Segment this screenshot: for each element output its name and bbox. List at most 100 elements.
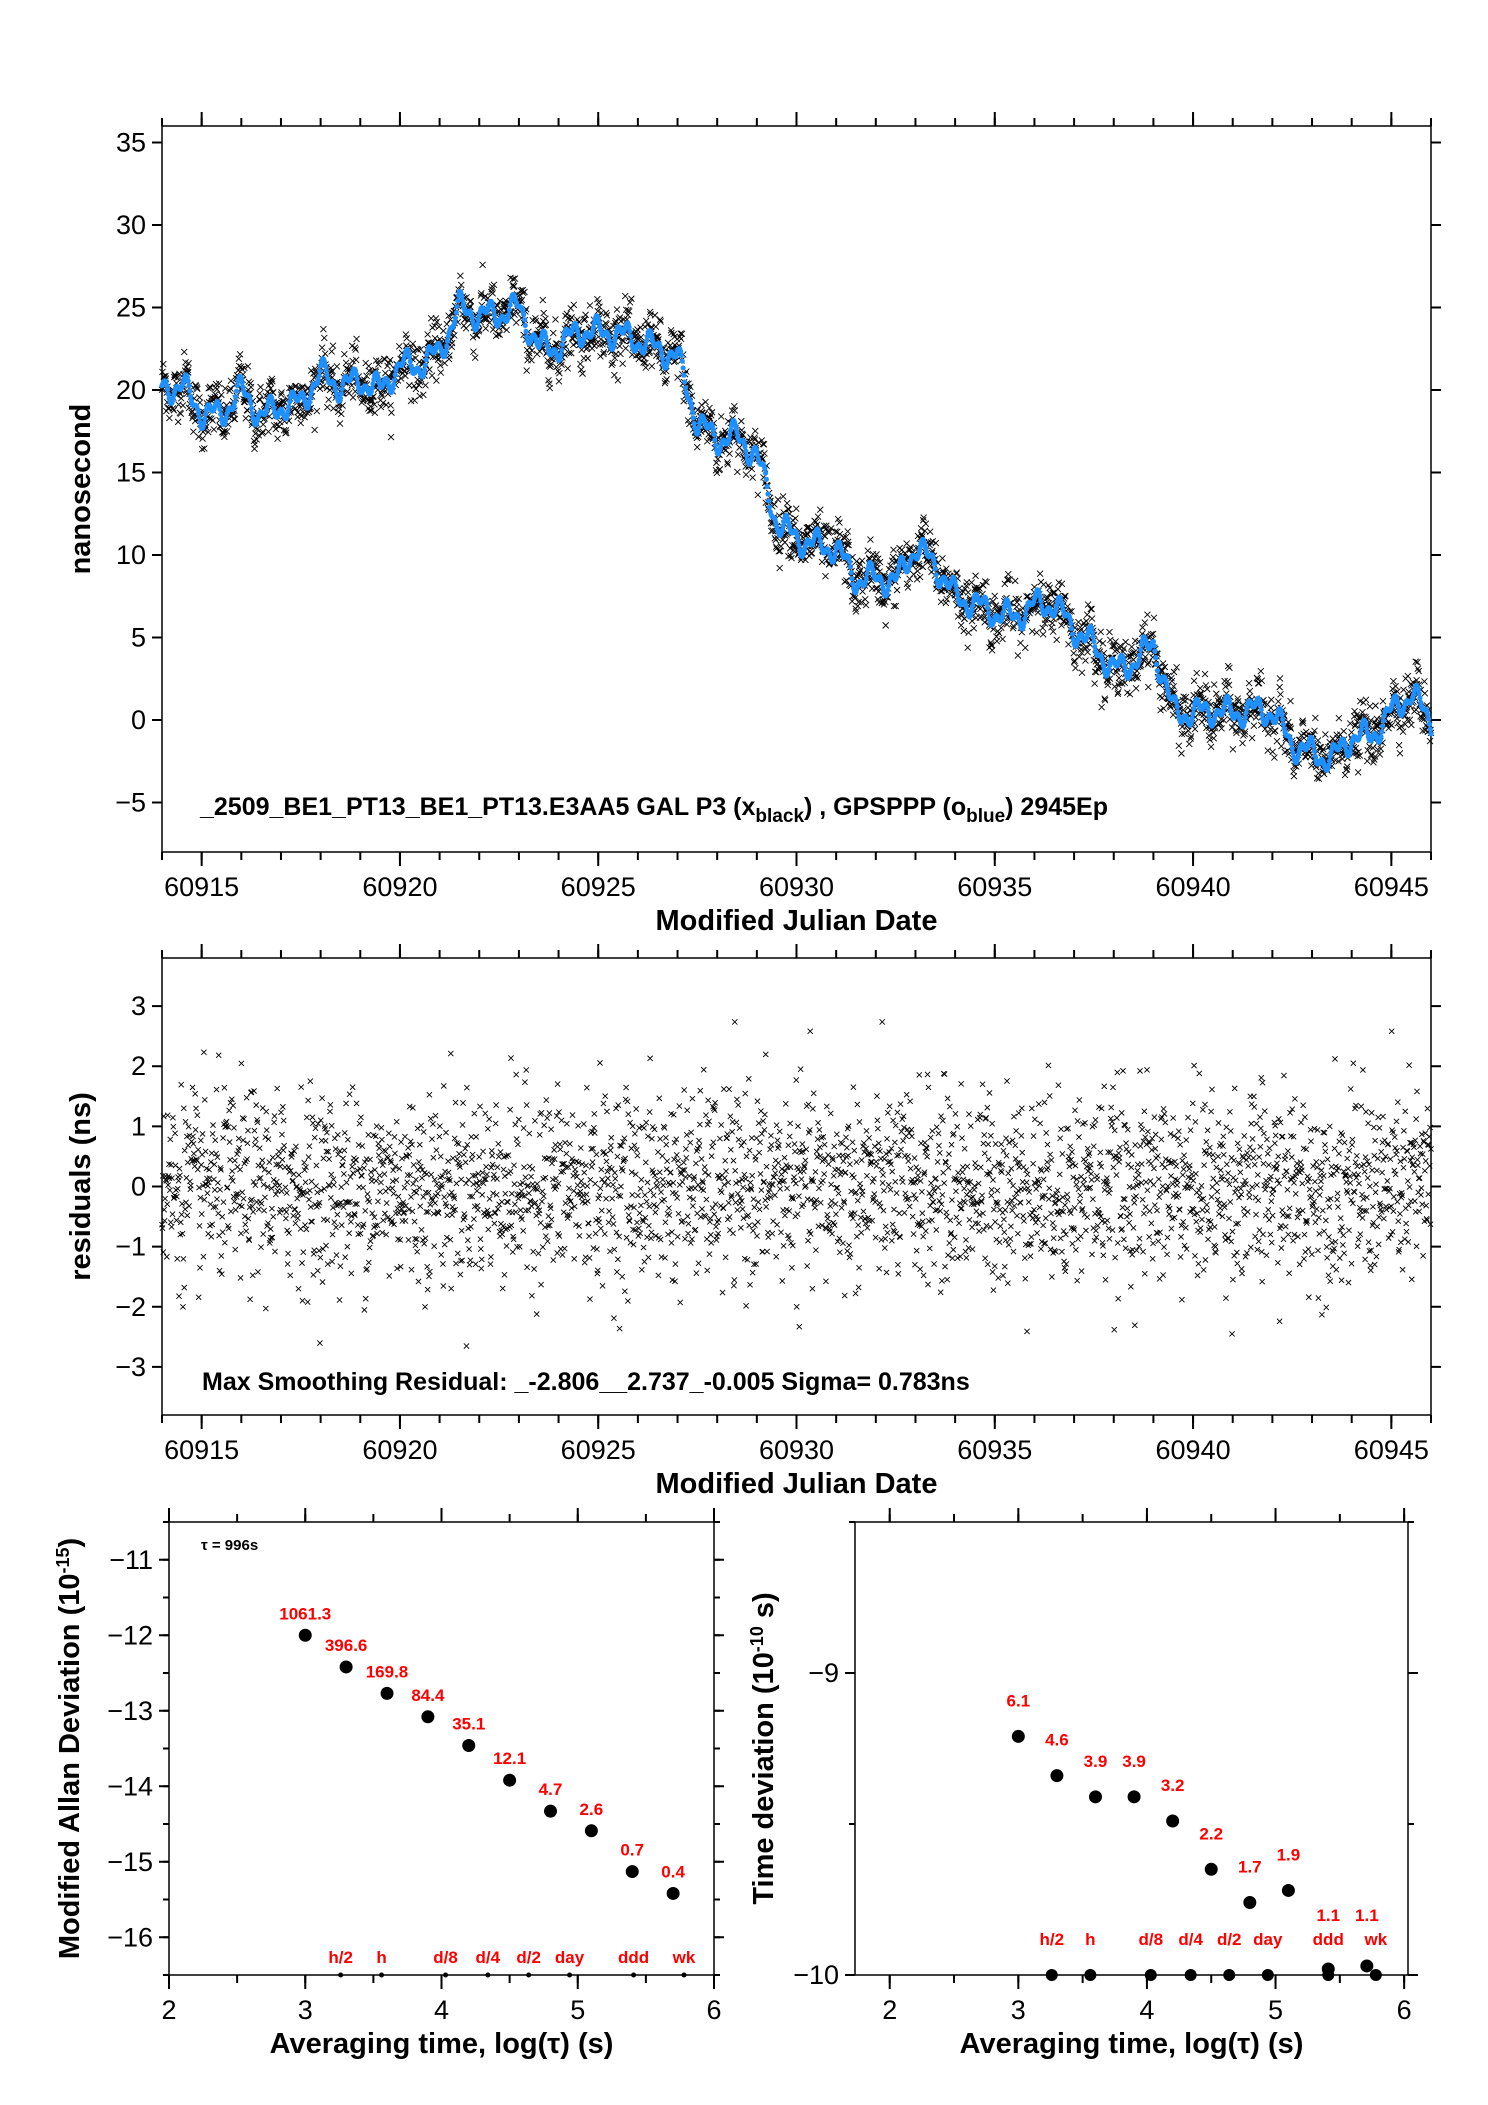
residual-point	[195, 1294, 202, 1301]
data-point-x	[781, 539, 789, 546]
data-point-x	[1198, 718, 1206, 726]
smoothed-point-o	[1242, 714, 1249, 721]
smoothed-point-o	[544, 338, 550, 345]
data-point-x	[1354, 768, 1362, 776]
data-point-x	[296, 403, 304, 411]
y-tick-label: 35	[116, 128, 146, 158]
data-point-x	[210, 426, 218, 433]
data-point-x	[1254, 680, 1262, 687]
data-point-x	[193, 384, 201, 391]
annotation-mid: ) , GPSPPP (o	[804, 793, 966, 821]
smoothed-point-o	[1068, 620, 1074, 626]
data-point-x	[554, 367, 562, 375]
data-point-x	[1392, 682, 1399, 690]
data-point-x	[1372, 702, 1379, 709]
residual-point	[164, 1201, 171, 1208]
data-point-x	[437, 369, 445, 376]
residual-point	[265, 1136, 272, 1143]
smoothed-point-o	[1426, 716, 1432, 722]
data-point-x	[196, 394, 203, 401]
data-point-x	[698, 401, 705, 409]
data-point-x	[613, 306, 621, 313]
residual-point	[193, 1105, 199, 1112]
residual-point	[228, 1208, 234, 1215]
smoothed-point-o	[202, 416, 208, 422]
data-point-x	[1082, 657, 1089, 664]
smoothed-point-o	[1122, 664, 1128, 670]
residual-point	[189, 1084, 196, 1091]
smoothed-point-o	[1189, 715, 1195, 721]
data-point-x	[1245, 679, 1253, 687]
data-point-x	[579, 370, 586, 377]
data-point-x	[611, 371, 618, 379]
residual-point	[192, 1090, 199, 1097]
data-point-x	[1351, 707, 1358, 715]
data-point-x	[231, 415, 239, 423]
smoothed-point-o	[690, 409, 696, 416]
residual-point	[190, 1140, 197, 1147]
data-point-x	[997, 624, 1005, 632]
data-point-x	[970, 624, 978, 632]
data-point-x	[330, 405, 337, 412]
data-point-x	[337, 410, 345, 418]
residual-point	[258, 1200, 265, 1207]
data-point-x	[922, 520, 930, 528]
data-point-x	[1193, 669, 1201, 677]
data-point-x	[511, 275, 519, 282]
residual-point	[197, 1137, 204, 1144]
data-point-x	[177, 410, 185, 418]
smoothed-point-o	[953, 583, 959, 589]
data-point-x	[184, 366, 192, 374]
data-point-x	[282, 427, 290, 434]
smoothed-point-o	[444, 343, 450, 349]
smoothed-point-o	[337, 395, 344, 401]
smoothed-point-o	[895, 567, 901, 574]
data-point-x	[929, 537, 937, 545]
residual-point	[166, 1187, 173, 1194]
y-tick-label: −5	[115, 788, 146, 818]
data-point-x	[194, 385, 201, 393]
data-point-x	[324, 403, 331, 411]
residual-point	[175, 1177, 182, 1184]
data-point-x	[783, 499, 791, 507]
data-point-x	[292, 382, 300, 390]
residual-point	[211, 1187, 218, 1193]
smoothed-point-o	[248, 400, 254, 406]
residual-point	[263, 1127, 270, 1134]
smoothed-point-o	[1090, 633, 1096, 640]
data-point-x	[566, 316, 574, 323]
smoothed-point-o	[421, 367, 428, 373]
data-point-x	[209, 417, 216, 424]
data-point-x	[419, 391, 427, 399]
data-point-x	[1421, 678, 1428, 685]
data-point-x	[1246, 687, 1254, 695]
smoothed-point-o	[195, 410, 202, 416]
data-point-x	[622, 344, 630, 352]
smoothed-point-o	[612, 337, 618, 343]
residual-point	[164, 1112, 171, 1119]
smoothed-point-o	[306, 399, 313, 405]
data-point-x	[274, 435, 281, 442]
data-point-x	[199, 435, 206, 442]
data-point-x	[1014, 652, 1022, 659]
smoothed-point-o	[1190, 710, 1196, 717]
residual-point	[210, 1122, 216, 1129]
data-point-x	[320, 325, 327, 333]
residual-point	[251, 1141, 258, 1148]
data-point-x	[932, 539, 940, 547]
data-point-x	[307, 367, 315, 374]
smoothed-point-o	[1138, 647, 1144, 653]
x-tick-label: 60935	[957, 1435, 1032, 1465]
residual-point	[237, 1166, 244, 1173]
data-point-x	[1252, 714, 1260, 721]
data-point-x	[568, 314, 575, 321]
data-point-x	[457, 281, 465, 289]
data-point-x	[185, 359, 192, 367]
data-point-x	[1388, 722, 1396, 729]
data-point-x	[368, 407, 375, 414]
data-point-x	[1414, 665, 1422, 673]
data-point-x	[1322, 731, 1329, 738]
smoothed-point-o	[681, 372, 687, 378]
smoothed-point-o	[984, 600, 990, 606]
data-point-x	[403, 334, 411, 342]
